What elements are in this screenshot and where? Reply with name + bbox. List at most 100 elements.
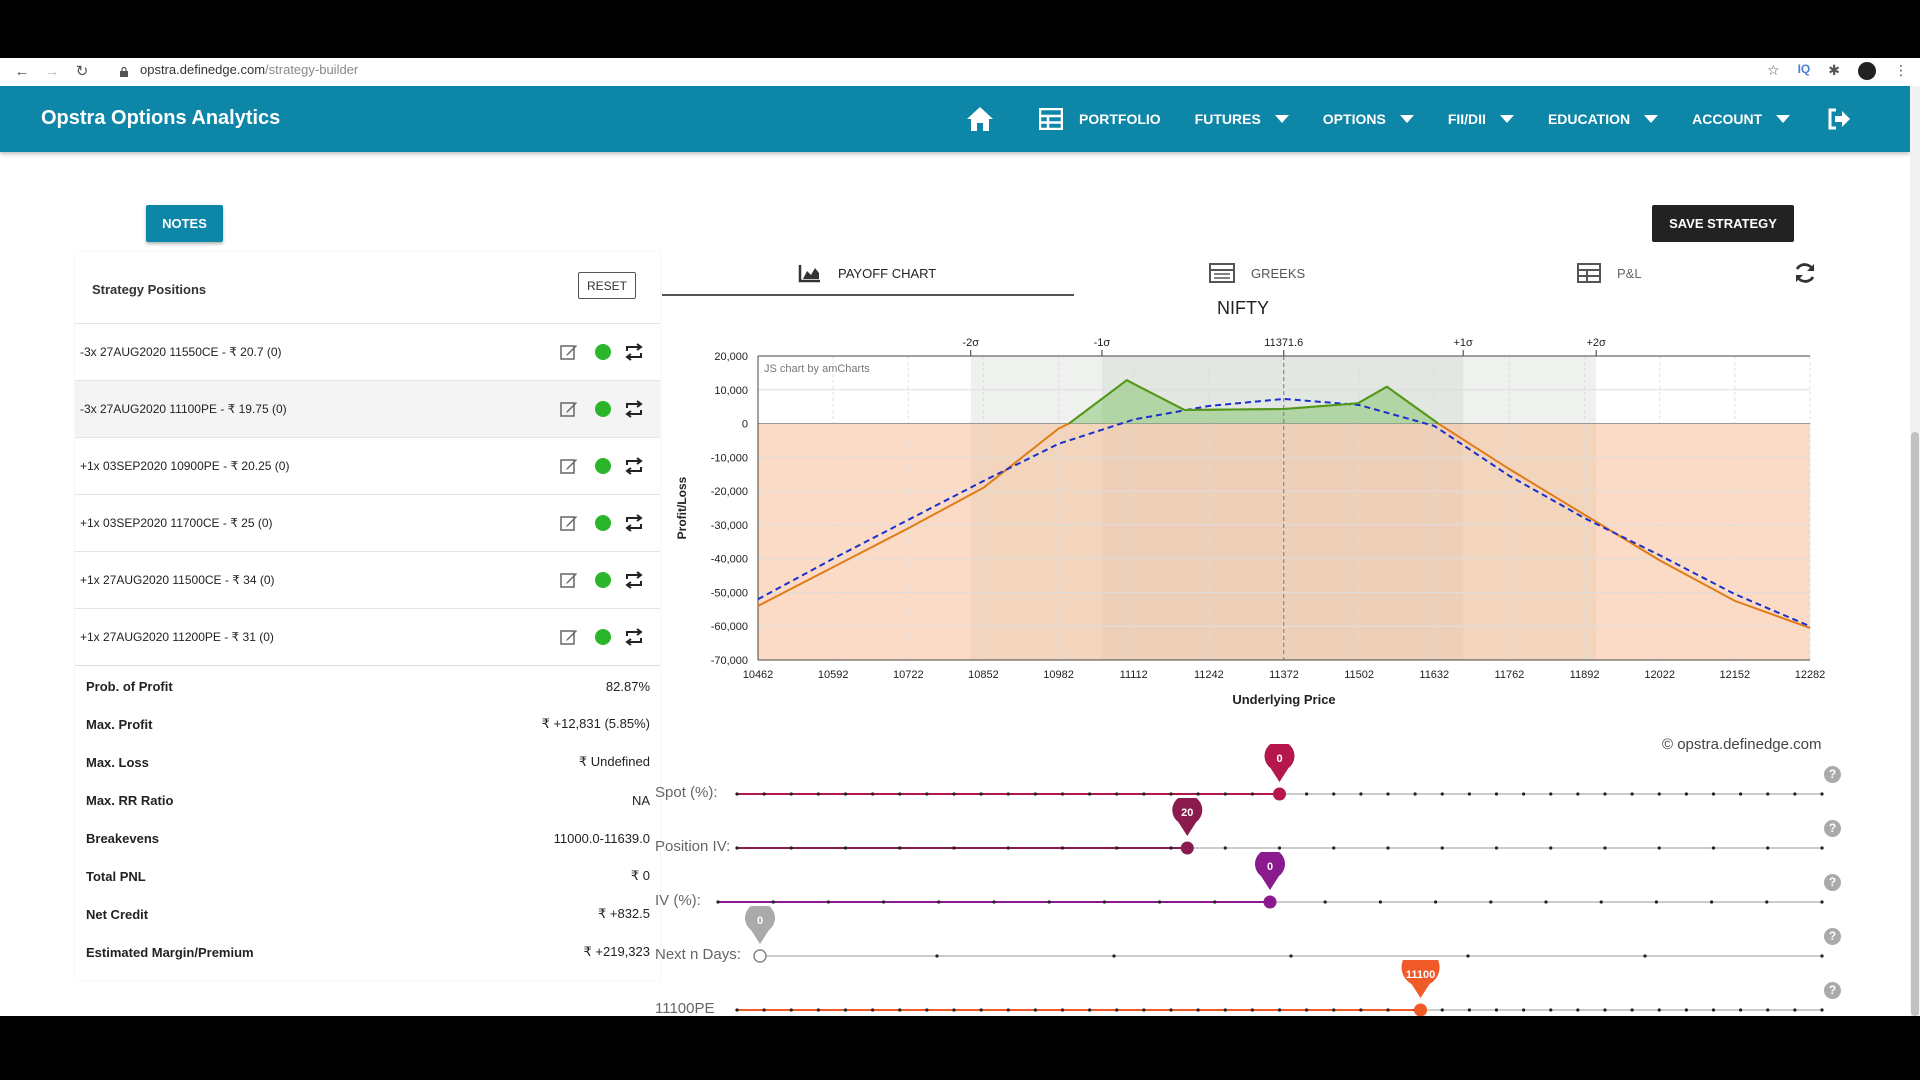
profile-avatar[interactable] [1858, 62, 1876, 80]
forward-icon[interactable]: → [44, 63, 60, 80]
address-bar[interactable]: opstra.definedge.com/strategy-builder [140, 62, 358, 77]
slider-tick [1549, 792, 1553, 796]
stat-row: Total PNL ₹ 0 [75, 857, 660, 895]
nav-account[interactable]: ACCOUNT [1692, 111, 1791, 127]
position-row[interactable]: +1x 27AUG2020 11500CE - ₹ 34 (0) [75, 551, 660, 608]
extension-iq-icon[interactable]: IQ [1797, 62, 1811, 76]
edit-icon[interactable] [560, 343, 578, 361]
nav-futures[interactable]: FUTURES [1195, 111, 1289, 127]
position-active-toggle[interactable] [595, 401, 611, 417]
position-active-toggle[interactable] [595, 629, 611, 645]
swap-icon[interactable] [624, 343, 644, 361]
nav-fii-dii[interactable]: FII/DII [1448, 111, 1514, 127]
logout-icon[interactable] [1826, 107, 1852, 131]
slider-handle[interactable] [1273, 787, 1286, 801]
slider-tick [1386, 846, 1390, 850]
position-active-toggle[interactable] [595, 515, 611, 531]
slider-label: IV (%): [655, 892, 701, 909]
x-tick-label: 12022 [1644, 669, 1675, 681]
nav-education[interactable]: EDUCATION [1548, 111, 1659, 127]
slider-tick [1820, 792, 1824, 796]
positions-bottom-divider [75, 665, 660, 666]
help-icon[interactable]: ? [1824, 766, 1841, 783]
edit-icon[interactable] [560, 628, 578, 646]
slider-handle[interactable] [1263, 895, 1277, 909]
position-row[interactable]: -3x 27AUG2020 11100PE - ₹ 19.75 (0) [75, 380, 660, 437]
position-row[interactable]: -3x 27AUG2020 11550CE - ₹ 20.7 (0) [75, 323, 660, 380]
swap-icon[interactable] [624, 628, 644, 646]
slider-tick [1158, 900, 1162, 904]
position-row[interactable]: +1x 03SEP2020 10900PE - ₹ 20.25 (0) [75, 437, 660, 494]
swap-icon[interactable] [624, 400, 644, 418]
slider[interactable]: 0 [650, 906, 1910, 976]
slider[interactable]: 11100 [650, 960, 1910, 1016]
scrollbar-thumb[interactable] [1911, 432, 1919, 1016]
position-active-toggle[interactable] [595, 458, 611, 474]
slider[interactable]: 20 [650, 798, 1910, 868]
slider-tick [1060, 846, 1065, 850]
slider-tick [1033, 792, 1037, 796]
stat-row: Max. RR Ratio NA [75, 781, 660, 819]
slider-tick [1599, 900, 1603, 904]
slider-tick [1115, 1008, 1119, 1012]
save-strategy-button[interactable]: SAVE STRATEGY [1652, 205, 1794, 242]
puzzle-icon[interactable]: ✱ [1828, 62, 1840, 78]
browser-menu-icon[interactable]: ⋮ [1894, 62, 1908, 78]
slider[interactable]: 0 [650, 852, 1910, 922]
home-icon[interactable] [965, 105, 995, 133]
slider-tick [1359, 1008, 1363, 1012]
edit-icon[interactable] [560, 457, 578, 475]
refresh-icon[interactable] [1793, 261, 1817, 285]
slider-tick [1323, 900, 1327, 904]
x-tick-label: 11632 [1419, 669, 1449, 681]
position-active-toggle[interactable] [595, 572, 611, 588]
stat-row: Max. Loss ₹ Undefined [75, 743, 660, 781]
edit-icon[interactable] [560, 571, 578, 589]
back-icon[interactable]: ← [14, 63, 30, 80]
slider-tick [1710, 900, 1714, 904]
swap-icon[interactable] [624, 514, 644, 532]
slider-tick [1467, 1008, 1471, 1012]
position-row[interactable]: +1x 27AUG2020 11200PE - ₹ 31 (0) [75, 608, 660, 665]
stat-value: NA [631, 792, 650, 808]
payoff-chart: 20,000 10,000 0 -10,000 -20,000 -30,000 -40,00… [675, 337, 1825, 707]
help-icon[interactable]: ? [1824, 874, 1841, 891]
app-title[interactable]: Opstra Options Analytics [41, 107, 281, 129]
slider-handle[interactable] [753, 949, 767, 963]
star-icon[interactable]: ☆ [1767, 62, 1780, 78]
slider-tick [925, 792, 929, 796]
position-active-toggle[interactable] [595, 344, 611, 360]
notes-button[interactable]: NOTES [146, 205, 223, 242]
x-tick-label: 10852 [968, 669, 999, 681]
tab-payoff-chart[interactable]: PAYOFF CHART [798, 263, 936, 283]
edit-icon[interactable] [560, 514, 578, 532]
slider-tick [1112, 954, 1116, 958]
nav-options[interactable]: OPTIONS [1323, 111, 1414, 127]
slider-value-pin [1172, 798, 1203, 836]
swap-icon[interactable] [624, 457, 644, 475]
reload-icon[interactable]: ↻ [75, 63, 89, 80]
help-icon[interactable]: ? [1824, 928, 1841, 945]
tab-pl[interactable]: P&L [1577, 263, 1642, 283]
nav-portfolio[interactable]: PORTFOLIO [1079, 111, 1161, 127]
tab-greeks[interactable]: GREEKS [1209, 263, 1305, 283]
swap-icon[interactable] [624, 571, 644, 589]
help-icon[interactable]: ? [1824, 820, 1841, 837]
edit-icon[interactable] [560, 400, 578, 418]
slider-handle[interactable] [1414, 1003, 1428, 1017]
reset-button[interactable]: RESET [578, 272, 636, 299]
slider-tick [1277, 1008, 1282, 1012]
slider-tick [716, 900, 720, 904]
slider-tick [1047, 900, 1051, 904]
browser-extensions: ☆ IQ ✱ ⋮ [1767, 62, 1908, 80]
page-scrollbar[interactable] [1910, 86, 1920, 1016]
list-table-icon [1209, 263, 1235, 283]
slider-handle[interactable] [1180, 841, 1194, 855]
slider[interactable]: 0 [650, 744, 1910, 814]
help-icon[interactable]: ? [1824, 982, 1841, 999]
slider-tick [1289, 954, 1293, 958]
stat-label: Estimated Margin/Premium [86, 944, 254, 960]
position-row[interactable]: +1x 03SEP2020 11700CE - ₹ 25 (0) [75, 494, 660, 551]
slider-tick [1494, 846, 1499, 850]
